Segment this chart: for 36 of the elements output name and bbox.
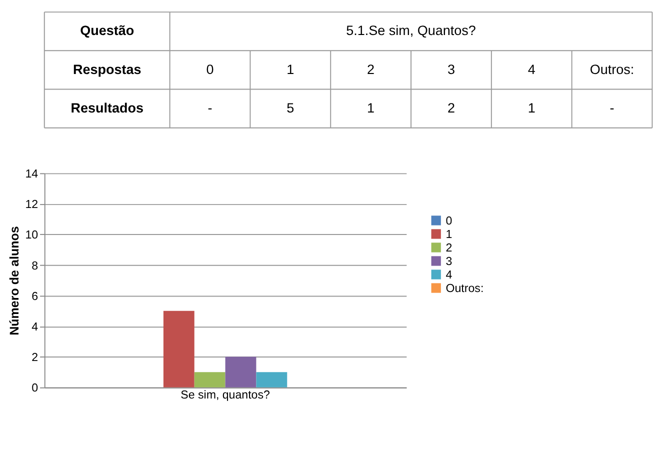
legend-label: 0: [446, 215, 452, 228]
text: 1: [528, 100, 536, 116]
legend-label: 3: [446, 256, 452, 268]
text: 2: [367, 62, 375, 77]
text: 2: [447, 100, 455, 116]
text: Respostas: [72, 62, 142, 77]
bar: [194, 372, 226, 388]
text: 3: [447, 62, 455, 77]
bar: [256, 372, 288, 388]
legend-label: 2: [446, 242, 452, 254]
bar: [163, 310, 194, 388]
legend-label: 1: [446, 228, 452, 241]
y-tick-label: 0: [32, 382, 38, 395]
text: Questão: [80, 23, 134, 38]
text: 5: [286, 100, 294, 116]
legend-label: 4: [446, 269, 453, 282]
text: -: [610, 100, 614, 116]
chart-title: 5.1.Se sim, Quantos?: [346, 23, 476, 38]
text: 1: [367, 100, 375, 116]
y-tick-label: 6: [32, 290, 38, 303]
y-tick-label: 4: [32, 322, 39, 334]
y-tick-label: 2: [32, 352, 38, 364]
text: -: [208, 100, 212, 116]
y-axis-title: Número de alunos: [7, 226, 22, 336]
text: 0: [206, 62, 214, 77]
y-tick-label: 14: [25, 168, 39, 181]
y-tick-label: 12: [25, 199, 38, 212]
text: 4: [528, 62, 536, 77]
x-tick-label: Se sim, quantos?: [180, 389, 270, 402]
bar: [225, 356, 256, 388]
text: Outros:: [590, 62, 634, 77]
text: 1: [286, 62, 294, 77]
y-tick-label: 8: [32, 260, 38, 272]
y-tick-label: 10: [25, 230, 38, 242]
legend-label: Outros:: [446, 282, 484, 295]
text: Resultados: [70, 100, 144, 116]
